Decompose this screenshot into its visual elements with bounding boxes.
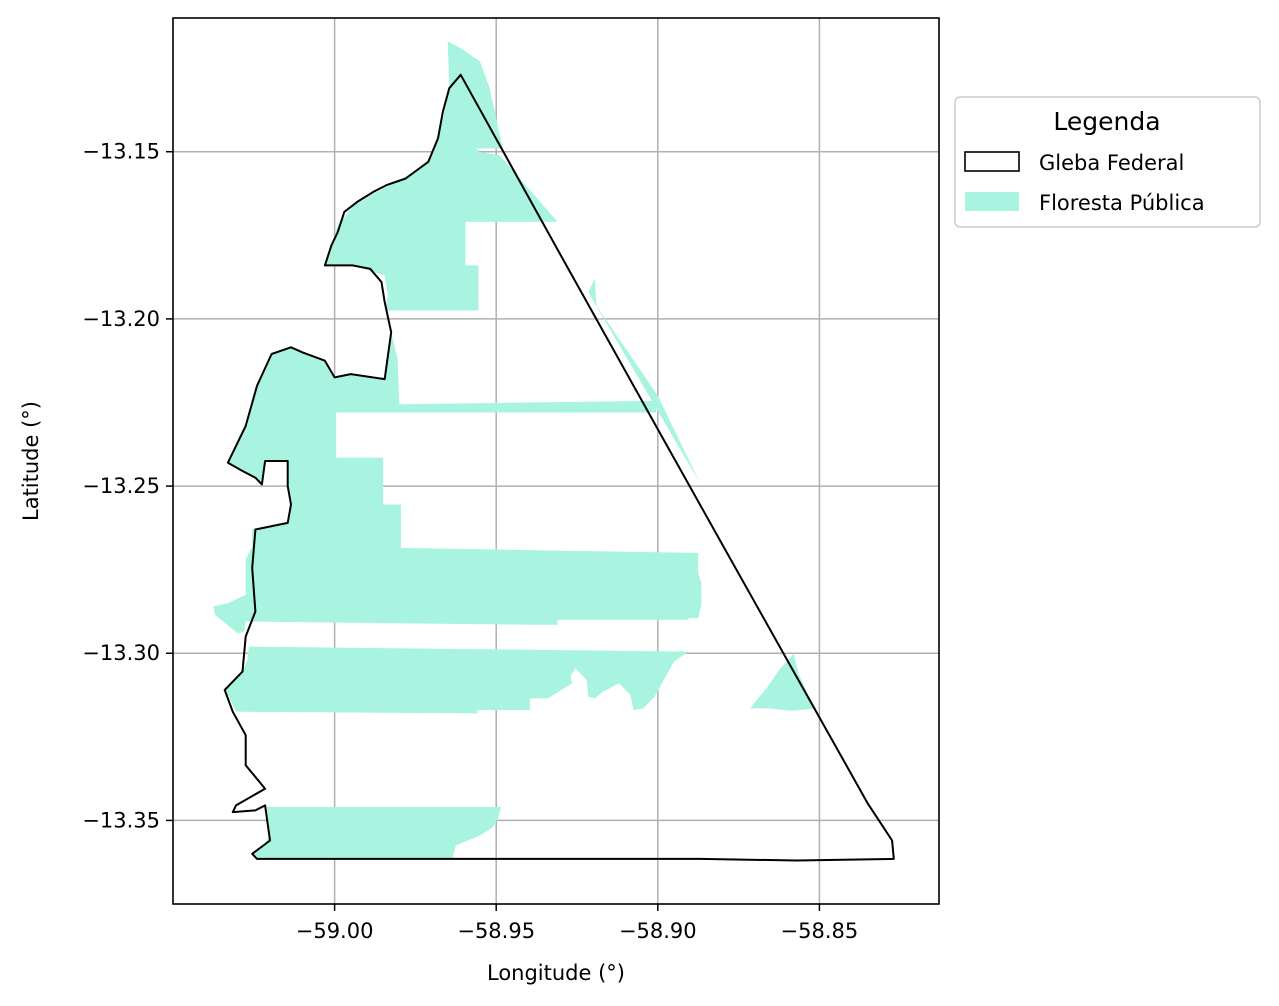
forest-polygon-1 (588, 278, 700, 483)
floresta-publica-layer (213, 41, 817, 859)
forest-polygon-2 (213, 332, 702, 634)
forest-polygon-3 (224, 646, 689, 714)
y-tick-label-2: −13.25 (82, 474, 160, 498)
forest-polygon-0 (324, 41, 558, 311)
x-axis-label: Longitude (°) (487, 961, 625, 985)
y-tick-label-0: −13.15 (82, 140, 160, 164)
y-tick-label-4: −13.35 (82, 808, 160, 832)
forest-polygon-4 (749, 653, 817, 711)
y-tick-label-1: −13.20 (82, 307, 160, 331)
gleba-federal-outline (223, 73, 895, 862)
plot-area: −59.00 −58.95 −58.90 −58.85 −13.15 −13.20 −13.… (82, 17, 940, 943)
legend-box (954, 96, 1261, 228)
legend-swatch-gleba-federal (964, 151, 1020, 172)
legend: Legenda Gleba Federal Floresta Pública (954, 96, 1261, 228)
x-tick-label-1: −58.95 (457, 919, 535, 943)
legend-entry-gleba-federal: Gleba Federal (1039, 151, 1184, 175)
legend-title: Legenda (1053, 107, 1160, 136)
x-tick-label-2: −58.90 (619, 919, 697, 943)
forest-polygon-5 (252, 807, 502, 859)
y-axis-label: Latitude (°) (19, 401, 43, 521)
legend-entry-floresta-publica: Floresta Pública (1039, 191, 1205, 215)
x-tick-label-3: −58.85 (781, 919, 859, 943)
legend-swatch-floresta-publica (965, 192, 1019, 211)
x-tick-label-0: −59.00 (296, 919, 374, 943)
axis-ticks: −59.00 −58.95 −58.90 −58.85 −13.15 −13.20 −13.… (82, 140, 858, 943)
y-tick-label-3: −13.30 (82, 641, 160, 665)
axes-frame (172, 17, 940, 905)
gleba-federal-layer (223, 73, 895, 862)
